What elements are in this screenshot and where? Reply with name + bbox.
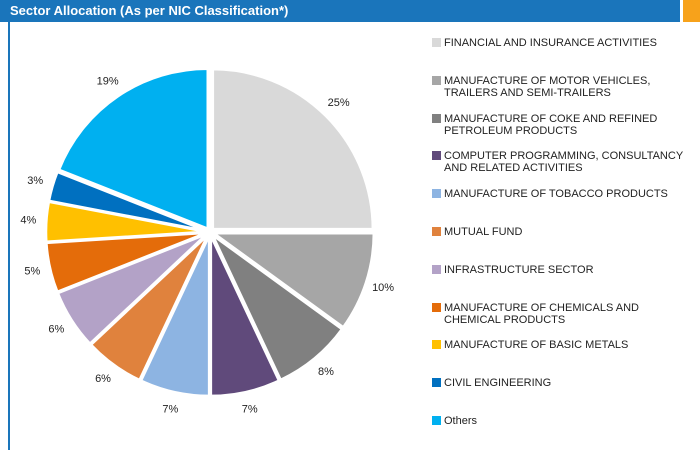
pie-slice xyxy=(209,231,376,330)
legend-swatch xyxy=(432,38,441,47)
legend-swatch xyxy=(432,189,441,199)
data-label: 8% xyxy=(318,366,334,378)
legend-swatch xyxy=(432,151,441,161)
pie-slice xyxy=(139,235,211,398)
legend-swatch xyxy=(432,227,441,236)
pie-slice xyxy=(211,234,344,382)
legend-swatch xyxy=(432,113,441,123)
legend-label: MUTUAL FUND xyxy=(444,226,523,238)
data-label: 10% xyxy=(372,282,394,294)
legend-label: MANUFACTURE OF BASIC METALS xyxy=(444,339,629,352)
legend-label: Others xyxy=(444,415,478,427)
data-label: 19% xyxy=(97,75,119,87)
pie-slice xyxy=(56,232,208,346)
legend-label: INFRASTRUCTURE SECTOR xyxy=(444,263,594,276)
pie-slice xyxy=(47,170,207,233)
panel-border xyxy=(8,22,700,450)
legend-item: INFRASTRUCTURE SECTOR xyxy=(432,264,697,276)
legend-swatch xyxy=(432,340,441,350)
data-label: 7% xyxy=(162,404,178,416)
data-label: 6% xyxy=(95,373,111,385)
data-label: 6% xyxy=(48,323,64,335)
legend-item: FINANCIAL AND INSURANCE ACTIVITIES xyxy=(432,37,697,49)
pie-slice xyxy=(57,67,210,231)
data-label: 5% xyxy=(24,266,40,278)
legend-swatch xyxy=(432,416,441,425)
legend-item: CIVIL ENGINEERING xyxy=(432,377,697,389)
data-label: 25% xyxy=(328,97,350,109)
legend-label: MANUFACTURE OF MOTOR VEHICLES, TRAILERS … xyxy=(444,74,651,99)
legend-item: MANUFACTURE OF MOTOR VEHICLES, TRAILERS … xyxy=(432,75,697,99)
legend-swatch xyxy=(432,378,441,388)
pie-chart: 25% 10% 8% 7% 7% 6% 6% 5% 4% 3% 19% xyxy=(20,67,394,416)
legend-label: MANUFACTURE OF CHEMICALS AND CHEMICAL PR… xyxy=(444,301,639,326)
legend-label: COMPUTER PROGRAMMING, CONSULTANCY AND RE… xyxy=(444,150,683,175)
legend-item: COMPUTER PROGRAMMING, CONSULTANCY AND RE… xyxy=(432,150,697,174)
legend-item: Others xyxy=(432,415,697,427)
legend-item: MANUFACTURE OF CHEMICALS AND CHEMICAL PR… xyxy=(432,302,697,326)
legend-item: MANUFACTURE OF BASIC METALS xyxy=(432,339,697,351)
legend-label: FINANCIAL AND INSURANCE ACTIVITIES xyxy=(444,37,657,49)
legend-label: CIVIL ENGINEERING xyxy=(444,377,552,390)
legend-label: MANUFACTURE OF COKE AND REFINED PETROLEU… xyxy=(444,112,658,137)
corner-accent xyxy=(683,0,700,22)
data-label: 7% xyxy=(242,404,258,416)
pie-slice xyxy=(89,234,209,382)
legend-item: MANUFACTURE OF TOBACCO PRODUCTS xyxy=(432,188,697,200)
pie-slice xyxy=(209,235,281,398)
data-label: 3% xyxy=(27,175,43,187)
pie-slice xyxy=(211,67,375,231)
legend-swatch xyxy=(432,75,441,85)
legend-label: MANUFACTURE OF TOBACCO PRODUCTS xyxy=(444,188,668,201)
legend-swatch xyxy=(432,264,441,274)
legend-item: MANUFACTURE OF COKE AND REFINED PETROLEU… xyxy=(432,113,697,137)
chart-title: Sector Allocation (As per NIC Classifica… xyxy=(0,0,680,22)
legend-swatch xyxy=(432,302,441,312)
legend-item: MUTUAL FUND xyxy=(432,226,697,238)
data-label: 4% xyxy=(20,214,36,226)
